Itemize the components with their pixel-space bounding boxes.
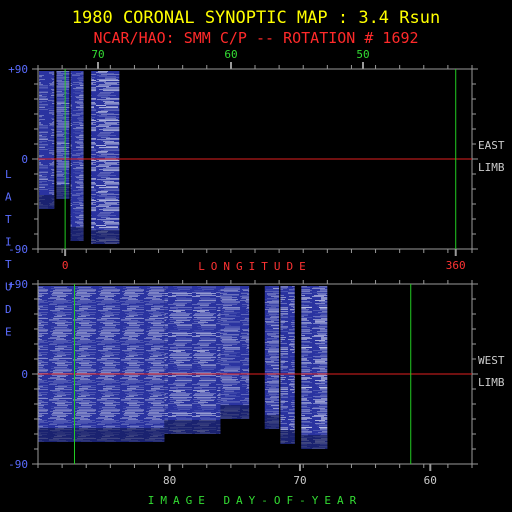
- data-strip: [301, 286, 328, 449]
- data-strip-shadow: [220, 405, 250, 419]
- y-axis-label-letter: T: [5, 258, 12, 271]
- data-strip: [264, 286, 280, 429]
- x-tick-label-top: 50: [356, 48, 369, 61]
- west-limb-panel: +90 0 -90 80 70 60 IMAGE DAY-OF-YEAR WEST LIMB: [8, 278, 505, 507]
- east-limb-panel: +90 0 -90 70 60 50 0 360 LONGITUDE EAST LIMB: [8, 48, 505, 273]
- data-strip-shadow: [38, 428, 165, 442]
- x-tick-label-bottom: 70: [293, 474, 306, 487]
- data-strip-shadow: [39, 195, 55, 209]
- data-strip: [164, 286, 221, 434]
- y-tick-label: -90: [8, 243, 28, 256]
- x-axis-label: LONGITUDE: [198, 260, 312, 273]
- data-strip: [56, 71, 70, 199]
- y-axis-label-letter: U: [5, 281, 12, 294]
- data-strip-shadow: [280, 430, 295, 444]
- data-strip: [38, 286, 165, 442]
- data-strip: [280, 286, 295, 444]
- side-label: EAST: [478, 139, 505, 152]
- side-label: LIMB: [478, 161, 505, 174]
- data-strip-shadow: [301, 435, 328, 449]
- side-label: LIMB: [478, 376, 505, 389]
- data-strip-shadow: [56, 185, 70, 199]
- chart-title: 1980 CORONAL SYNOPTIC MAP : 3.4 Rsun: [72, 8, 440, 28]
- data-strip-shadow: [164, 420, 221, 434]
- data-strip: [39, 71, 55, 209]
- y-axis-label-letter: D: [5, 303, 12, 316]
- data-strip: [91, 71, 120, 244]
- x-tick-label-bottom: 0: [62, 259, 69, 272]
- y-axis-label-letter: I: [5, 236, 12, 249]
- data-strip-shadow: [70, 227, 84, 241]
- chart-subtitle: NCAR/HAO: SMM C/P -- ROTATION # 1692: [93, 29, 418, 47]
- x-tick-label-bottom: 60: [424, 474, 437, 487]
- data-strip-shadow: [264, 415, 280, 429]
- x-tick-label-top: 60: [224, 48, 237, 61]
- data-strip-shadow: [91, 230, 120, 244]
- y-axis-label-letter: A: [5, 191, 12, 204]
- y-tick-label: 0: [21, 153, 28, 166]
- y-axis-label-letter: E: [5, 326, 12, 339]
- x-tick-label-top: 70: [91, 48, 104, 61]
- y-axis-label-letter: L: [5, 168, 12, 181]
- y-tick-label: 0: [21, 368, 28, 381]
- side-label: WEST: [478, 354, 505, 367]
- x-axis-label: IMAGE DAY-OF-YEAR: [148, 494, 363, 507]
- y-tick-label: +90: [8, 278, 28, 291]
- data-strip: [70, 71, 84, 241]
- x-tick-label-bottom: 360: [446, 259, 466, 272]
- x-tick-label-bottom: 80: [163, 474, 176, 487]
- y-tick-label: -90: [8, 458, 28, 471]
- y-tick-label: +90: [8, 63, 28, 76]
- y-axis-label-letter: T: [5, 213, 12, 226]
- data-strip: [220, 286, 250, 419]
